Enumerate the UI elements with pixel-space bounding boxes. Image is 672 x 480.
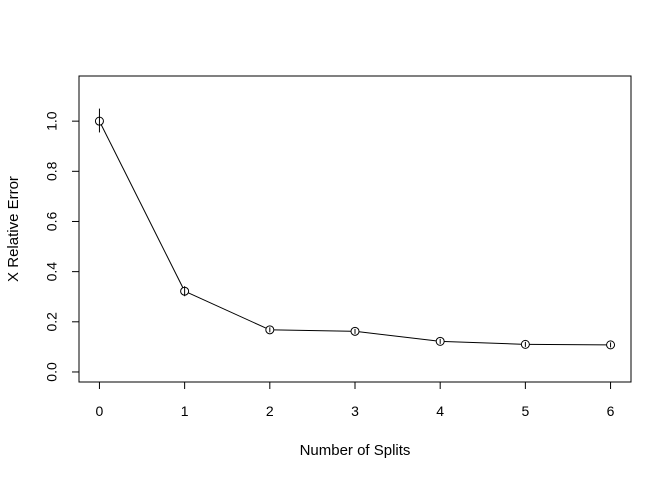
x-tick-label: 5: [521, 403, 529, 419]
x-tick-label: 3: [351, 403, 359, 419]
y-tick-label: 0.8: [44, 161, 60, 181]
x-tick-label: 4: [436, 403, 444, 419]
data-point: [265, 325, 275, 335]
series-line-segment: [273, 329, 352, 332]
data-point: [520, 339, 530, 349]
y-tick-label: 0.6: [44, 212, 60, 232]
series: [94, 108, 616, 350]
data-point: [94, 116, 104, 126]
x-axis: 0 1 2 3 4 5 6: [96, 381, 615, 419]
y-tick-label: 0.4: [44, 262, 60, 282]
y-tick-label: 0.0: [44, 362, 60, 382]
x-tick-label: 1: [181, 403, 189, 419]
series-line-segment: [188, 292, 267, 329]
y-tick-label: 1.0: [44, 111, 60, 131]
x-tick-label: 2: [266, 403, 274, 419]
data-point: [180, 286, 190, 296]
data-point: [606, 340, 616, 350]
series-line-segment: [358, 331, 437, 342]
data-point: [350, 326, 360, 336]
x-axis-label: Number of Splits: [300, 442, 411, 459]
plot-frame: [78, 75, 632, 383]
x-tick-label: 0: [96, 403, 104, 419]
x-tick-label: 6: [607, 403, 615, 419]
y-axis: 0.0 0.2 0.4 0.6 0.8 1.0: [44, 111, 80, 382]
y-axis-label: X Relative Error: [5, 176, 22, 282]
data-point: [435, 336, 445, 346]
y-tick-label: 0.2: [44, 312, 60, 332]
series-line-segment: [100, 124, 184, 288]
series-line-segment: [444, 341, 522, 345]
